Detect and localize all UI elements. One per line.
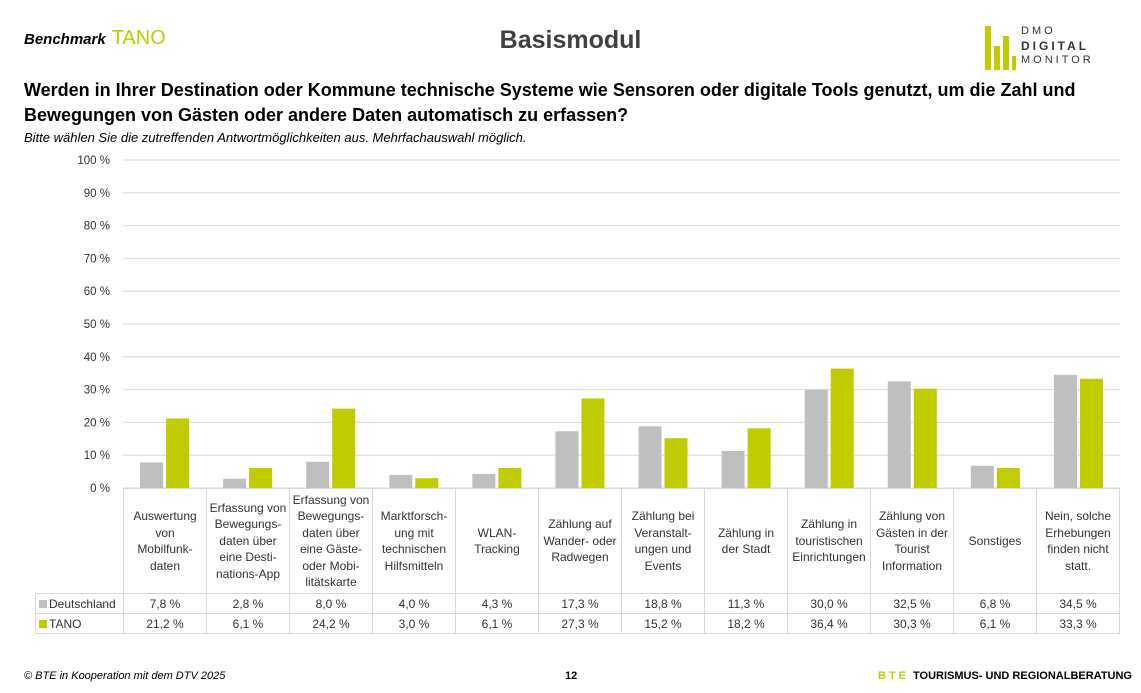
data-label: 21,2 % [123, 613, 207, 634]
data-label: 11,3 % [704, 593, 788, 614]
data-label: 30,0 % [787, 593, 871, 614]
data-label: 18,8 % [621, 593, 705, 614]
survey-question: Werden in Ihrer Destination oder Kommune… [24, 80, 1076, 125]
data-table: Auswertung von Mobilfunk- daten Erfassung… [35, 488, 1120, 634]
bar-deutschland [389, 474, 413, 488]
bar-deutschland [140, 462, 164, 488]
data-label: 8,0 % [289, 593, 373, 614]
benchmark-text: Benchmark [24, 31, 106, 48]
bar-deutschland [721, 450, 745, 488]
y-tick-label: 70 % [84, 253, 110, 265]
category-label: Zählung bei Veranstalt- ungen und Events [621, 488, 705, 594]
data-label: 4,3 % [455, 593, 539, 614]
category-label: Erfassung von Bewegungs- daten über eine… [289, 488, 373, 594]
bar-deutschland [638, 426, 662, 488]
category-label: Auswertung von Mobilfunk- daten [123, 488, 207, 594]
category-label: Nein, solche Erhebungen finden nicht sta… [1036, 488, 1120, 594]
category-row: Auswertung von Mobilfunk- daten Erfassung… [35, 488, 1120, 594]
y-tick-label: 80 % [84, 221, 110, 233]
category-label: Erfassung von Bewegungs- daten über eine… [206, 488, 290, 594]
logo-text: DIGITAL [1021, 39, 1090, 53]
bar-deutschland [306, 461, 330, 488]
category-label: Zählung von Gästen in der Tourist Inform… [870, 488, 954, 594]
category-label: Zählung in touristischen Einrichtungen [787, 488, 871, 594]
benchmark-label: Benchmark TANO [24, 27, 166, 50]
table-row-deutschland: Deutschland 7,8 % 2,8 % 8,0 % 4,0 % 4,3 % 17,… [35, 593, 1120, 614]
survey-hint: Bitte wählen Sie die zutreffenden Antwor… [24, 130, 527, 145]
y-tick-label: 60 % [84, 286, 110, 298]
data-label: 6,1 % [953, 613, 1037, 634]
data-label: 4,0 % [372, 593, 456, 614]
bar-deutschland [223, 478, 247, 488]
data-label: 32,5 % [870, 593, 954, 614]
category-label: Zählung in der Stadt [704, 488, 788, 594]
y-tick-label: 10 % [84, 450, 110, 462]
data-label: 17,3 % [538, 593, 622, 614]
data-label: 6,1 % [206, 613, 290, 634]
bar-deutschland [887, 381, 911, 488]
bar-tano [996, 467, 1020, 488]
bar-tano [166, 418, 190, 488]
series-name: Deutschland [49, 596, 116, 611]
bte-brand: BTE TOURISMUS- UND REGIONALBERATUNG [878, 670, 1132, 682]
y-tick-label: 100 % [77, 155, 110, 167]
bar-tano [581, 398, 605, 488]
category-label: Marktforsch- ung mit technischen Hilfsmi… [372, 488, 456, 594]
data-label: 24,2 % [289, 613, 373, 634]
bar-deutschland [804, 389, 828, 488]
data-label: 15,2 % [621, 613, 705, 634]
page-title: Basismodul [499, 26, 642, 54]
bar-tano [249, 467, 273, 488]
bar-deutschland [970, 465, 994, 488]
logo-text: MONITOR [1021, 54, 1094, 66]
data-label: 6,1 % [455, 613, 539, 634]
benchmark-region: TANO [111, 27, 166, 49]
y-tick-label: 40 % [84, 352, 110, 364]
bar-deutschland [1053, 374, 1077, 488]
category-label: Zählung auf Wander- oder Radwegen [538, 488, 622, 594]
data-label: 30,3 % [870, 613, 954, 634]
bte-mark: BTE [878, 670, 909, 682]
legend-deutschland: Deutschland [35, 593, 124, 614]
y-tick-label: 30 % [84, 385, 110, 397]
legend-tano: TANO [35, 613, 124, 634]
bar-tano [747, 428, 771, 488]
data-label: 3,0 % [372, 613, 456, 634]
data-label: 27,3 % [538, 613, 622, 634]
legend-swatch [39, 619, 47, 628]
category-label: WLAN- Tracking [455, 488, 539, 594]
copyright: © BTE in Kooperation mit dem DTV 2025 [24, 670, 226, 682]
bar-deutschland [555, 431, 579, 488]
bar-deutschland [472, 473, 496, 488]
data-label: 34,5 % [1036, 593, 1120, 614]
data-label: 36,4 % [787, 613, 871, 634]
bar-tano [913, 388, 937, 488]
bar-tano [332, 408, 356, 488]
logo-text: DMO [1021, 25, 1056, 37]
bar-tano [664, 438, 688, 488]
y-tick-label: 20 % [84, 417, 110, 429]
data-label: 6,8 % [953, 593, 1037, 614]
dmo-digital-monitor-logo: DMO DIGITAL MONITOR [985, 25, 1110, 70]
table-row-tano: TANO 21,2 % 6,1 % 24,2 % 3,0 % 6,1 % 27,3 % 15… [35, 613, 1120, 634]
bar-tano [830, 368, 854, 488]
data-label: 2,8 % [206, 593, 290, 614]
bte-text: TOURISMUS- UND REGIONALBERATUNG [913, 670, 1132, 682]
category-label: Sonstiges [953, 488, 1037, 594]
legend-swatch [39, 599, 47, 608]
data-label: 18,2 % [704, 613, 788, 634]
page-number: 12 [565, 670, 578, 682]
bar-tano [498, 467, 522, 488]
data-label: 33,3 % [1036, 613, 1120, 634]
y-tick-label: 90 % [84, 188, 110, 200]
y-tick-label: 50 % [84, 319, 110, 331]
series-name: TANO [49, 616, 82, 631]
bar-tano [1079, 378, 1103, 488]
data-label: 7,8 % [123, 593, 207, 614]
bar-tano [415, 478, 439, 488]
